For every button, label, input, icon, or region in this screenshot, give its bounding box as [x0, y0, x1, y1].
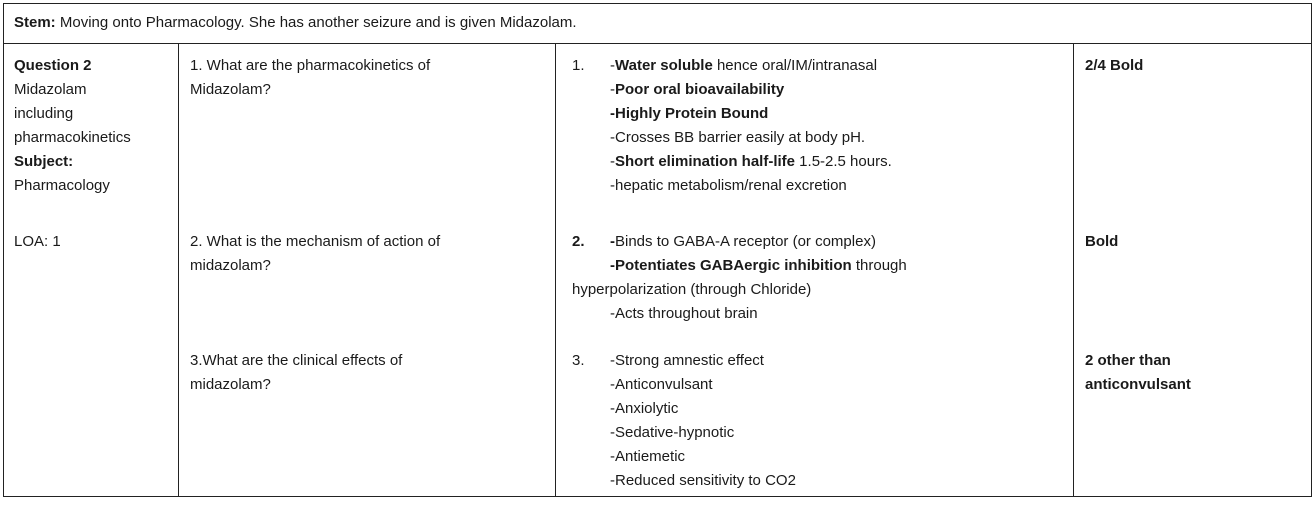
answer-text-run: -: [610, 81, 615, 98]
answer-number: 3.: [572, 352, 585, 369]
answer-block: 3. -Strong amnestic effect -Anticonvulsant…: [572, 349, 1062, 493]
answer-text-run: -Acts throughout brain: [610, 305, 758, 322]
marking-cell: 2 other than anticonvulsant: [1085, 349, 1305, 397]
question-table: Stem: Moving onto Pharmacology. She has …: [3, 3, 1312, 497]
answer-text-run: 1.5-2.5 hours.: [795, 153, 892, 170]
question-text: 1. What are the pharmacokinetics of Mida…: [190, 54, 535, 102]
answer-text-run: -: [610, 233, 615, 250]
answer-line: -Anxiolytic: [610, 397, 796, 421]
answer-text-run: -: [610, 153, 615, 170]
answer-line: -Antiemetic: [610, 445, 796, 469]
question-line: midazolam?: [190, 257, 271, 274]
answer-lines: -Water soluble hence oral/IM/intranasal -…: [610, 54, 892, 198]
answer-line: -Potentiates GABAergic inhibition throug…: [610, 254, 907, 278]
answer-line: -Sedative-hypnotic: [610, 421, 796, 445]
answer-text-run: -Highly Protein Bound: [610, 105, 769, 122]
answer-text-run: Short elimination half-life: [615, 153, 796, 170]
question-line: 3.What are the clinical effects of: [190, 352, 403, 369]
marking-line: Bold: [1085, 233, 1119, 250]
question-line: midazolam?: [190, 376, 271, 393]
answer-text-run: -Anxiolytic: [610, 400, 679, 417]
answer-line: -Acts throughout brain: [610, 302, 907, 326]
answer-text-run: hyperpolarization (through Chloride): [572, 281, 812, 298]
answer-line: -Poor oral bioavailability: [610, 78, 892, 102]
answer-line: -Water soluble hence oral/IM/intranasal: [610, 54, 892, 78]
question-line: 1. What are the pharmacokinetics of: [190, 57, 431, 74]
answer-text-run: -Strong amnestic effect: [610, 352, 764, 369]
marking-line: anticonvulsant: [1085, 376, 1191, 393]
answer-text-run: hence oral/IM/intranasal: [712, 57, 878, 74]
question-info: Question 2 Midazolam including pharmacok…: [14, 54, 179, 198]
answer-text-run: -Anticonvulsant: [610, 376, 713, 393]
stem-row: Stem: Moving onto Pharmacology. She has …: [4, 4, 1311, 44]
marking-cell: 2/4 Bold: [1085, 54, 1305, 78]
topic-line: including: [14, 105, 74, 122]
answer-block: 1. -Water soluble hence oral/IM/intranasa…: [572, 54, 1062, 198]
answer-line: -hepatic metabolism/renal excretion: [610, 174, 892, 198]
answer-line: -Reduced sensitivity to CO2: [610, 469, 796, 493]
answer-text-run: -Potentiates GABAergic inhibition: [610, 257, 852, 274]
answer-text-run: Water soluble: [615, 57, 713, 74]
subject-value: Pharmacology: [14, 177, 110, 194]
question-line: Midazolam?: [190, 81, 271, 98]
answer-text-run: Poor oral bioavailability: [615, 81, 785, 98]
answer-number: 2.: [572, 233, 585, 250]
question-text: 2. What is the mechanism of action of mi…: [190, 230, 535, 278]
answer-block: 2. -Binds to GABA-A receptor (or complex)…: [572, 230, 1062, 326]
answer-line: -Highly Protein Bound: [610, 102, 892, 126]
answer-number: 1.: [572, 57, 585, 74]
subject-label: Subject:: [14, 153, 74, 170]
answer-text-run: through: [851, 257, 907, 274]
column-divider: [1073, 44, 1074, 496]
marking-cell: Bold: [1085, 230, 1305, 254]
answer-text-run: -Antiemetic: [610, 448, 686, 465]
question-line: 2. What is the mechanism of action of: [190, 233, 441, 250]
marking-line: 2/4 Bold: [1085, 57, 1144, 74]
answer-line: hyperpolarization (through Chloride): [572, 278, 907, 302]
stem-text: Moving onto Pharmacology. She has anothe…: [59, 14, 577, 31]
answer-line: -Anticonvulsant: [610, 373, 796, 397]
marking-line: 2 other than: [1085, 352, 1171, 369]
answer-line: -Strong amnestic effect: [610, 349, 796, 373]
answer-line: -Short elimination half-life 1.5-2.5 hou…: [610, 150, 892, 174]
answer-text-run: -Sedative-hypnotic: [610, 424, 735, 441]
column-divider: [555, 44, 556, 496]
column-divider: [178, 44, 179, 496]
answer-lines: -Binds to GABA-A receptor (or complex) -P…: [572, 230, 907, 326]
answer-line: -Binds to GABA-A receptor (or complex): [610, 230, 907, 254]
answer-lines: -Strong amnestic effect -Anticonvulsant -A…: [610, 349, 796, 493]
answer-text-run: -: [610, 57, 615, 74]
answer-text-run: Binds to GABA-A receptor (or complex): [615, 233, 876, 250]
question-title: Question 2: [14, 57, 92, 74]
answer-text-run: -Crosses BB barrier easily at body pH.: [610, 129, 866, 146]
answer-line: -Crosses BB barrier easily at body pH.: [610, 126, 892, 150]
loa-text: LOA: 1: [14, 233, 61, 250]
question-text: 3.What are the clinical effects of midaz…: [190, 349, 535, 397]
stem-label: Stem:: [14, 14, 56, 31]
topic-line: pharmacokinetics: [14, 129, 131, 146]
answer-text-run: -Reduced sensitivity to CO2: [610, 472, 796, 489]
topic-line: Midazolam: [14, 81, 87, 98]
answer-text-run: -hepatic metabolism/renal excretion: [610, 177, 847, 194]
